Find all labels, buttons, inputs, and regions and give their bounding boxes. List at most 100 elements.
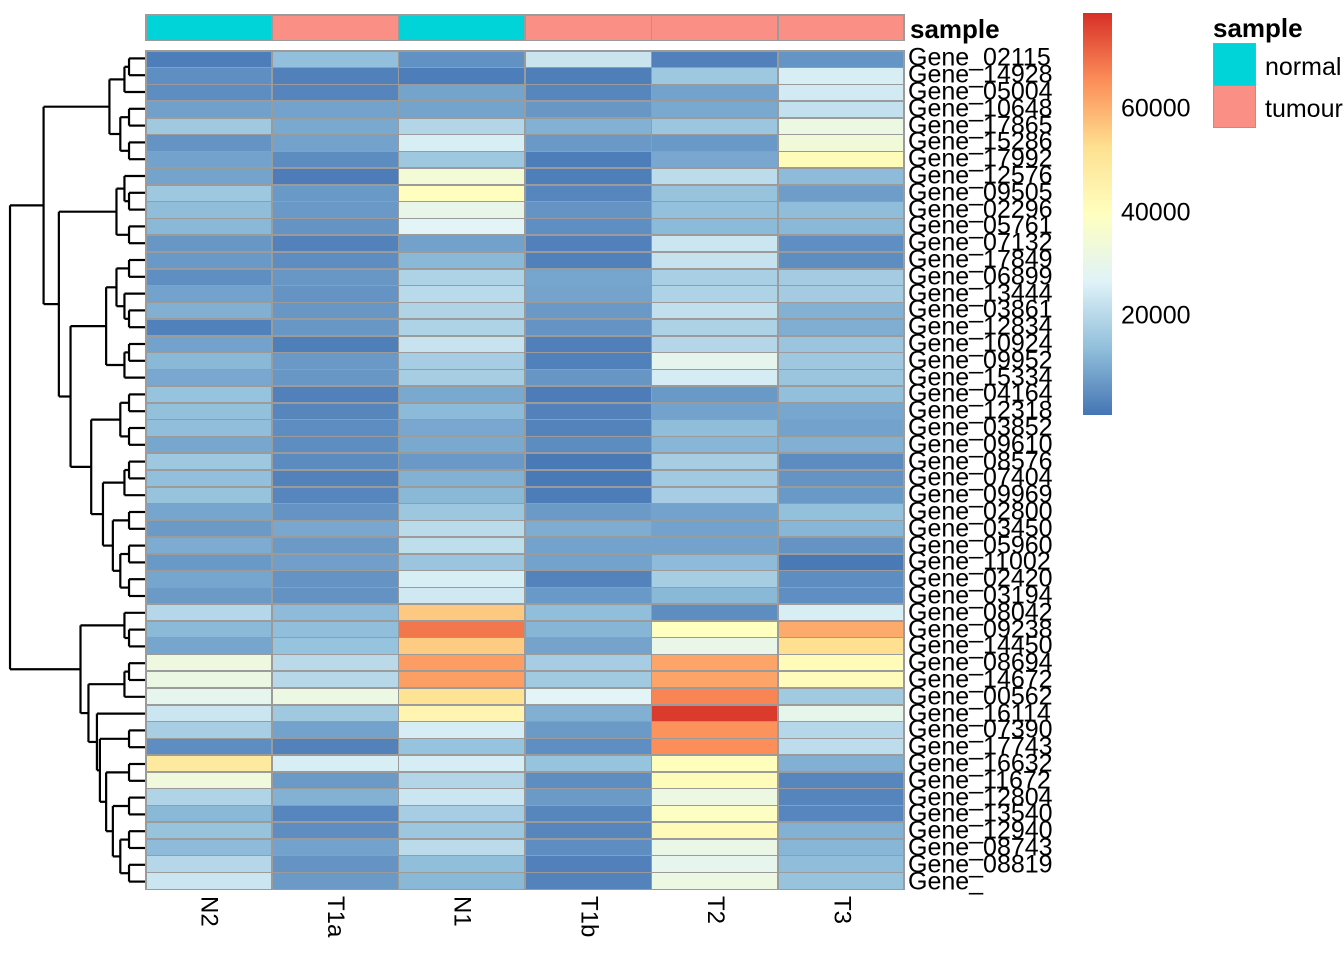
row-label: Gene_17992: [908, 144, 1053, 173]
heatmap-cell: [272, 85, 398, 101]
heatmap-cell: [525, 638, 651, 654]
annotation-cell-normal: [399, 15, 525, 40]
heatmap-cell: [399, 806, 525, 822]
heatmap-cell: [399, 269, 525, 285]
heatmap-cell: [399, 789, 525, 805]
heatmap-cell: [399, 135, 525, 151]
heatmap-cell: [146, 135, 272, 151]
row-label: Gene_03861: [908, 295, 1053, 324]
heatmap-cell: [652, 235, 778, 252]
column-label-N1: N1: [448, 896, 476, 927]
heatmap-cell: [652, 85, 778, 101]
legend-swatches: [1213, 43, 1256, 128]
column-annotation-bar: [145, 14, 905, 41]
heatmap-cell: [399, 856, 525, 872]
heatmap-cell: [146, 118, 272, 134]
heatmap-cell: [652, 101, 778, 118]
heatmap-cell: [652, 705, 778, 721]
heatmap-cell: [525, 588, 651, 604]
heatmap-cell: [652, 722, 778, 738]
heatmap-cell: [399, 588, 525, 604]
row-label: Gene_06899: [908, 262, 1053, 291]
heatmap-cell: [146, 789, 272, 805]
heatmap-cell: [272, 504, 398, 520]
heatmap-cell: [525, 168, 651, 185]
heatmap-cell: [525, 252, 651, 268]
legend-swatch-normal: [1214, 44, 1255, 85]
heatmap-cell: [652, 51, 778, 67]
legend-label-normal: normal: [1265, 53, 1342, 81]
heatmap-cell: [652, 621, 778, 637]
heatmap-cell: [399, 521, 525, 537]
row-label: Gene_15334: [908, 363, 1053, 392]
heatmap-cell: [272, 470, 398, 487]
heatmap-cell: [399, 403, 525, 419]
heatmap-cell: [146, 453, 272, 470]
heatmap-cell: [146, 219, 272, 235]
heatmap-cell: [272, 554, 398, 570]
heatmap-cell: [525, 85, 651, 101]
heatmap-cell: [399, 638, 525, 654]
heatmap-cell: [272, 537, 398, 554]
heatmap-cell: [652, 487, 778, 503]
annotation-cell-tumour: [652, 15, 778, 40]
heatmap-cell: [399, 739, 525, 755]
heatmap-cell: [272, 588, 398, 604]
heatmap-cell: [146, 521, 272, 537]
column-label-T2: T2: [702, 896, 729, 925]
row-label: Gene_05761: [908, 211, 1053, 240]
heatmap-cell: [525, 671, 651, 688]
heatmap-cell: [778, 604, 904, 621]
row-label: Gene_03450: [908, 514, 1053, 543]
heatmap-cell: [399, 839, 525, 855]
heatmap-cell: [399, 655, 525, 671]
heatmap-cell: [778, 571, 904, 587]
heatmap-cell: [778, 219, 904, 235]
heatmap-cell: [652, 370, 778, 386]
heatmap-cell: [399, 671, 525, 688]
heatmap-cell: [778, 789, 904, 805]
heatmap-cell: [399, 185, 525, 201]
heatmap-cell: [272, 655, 398, 671]
heatmap-cell: [146, 286, 272, 302]
heatmap-cell: [778, 85, 904, 101]
heatmap-cell: [652, 521, 778, 537]
heatmap-cell: [525, 822, 651, 839]
heatmap-cell: [778, 252, 904, 268]
heatmap-cell: [146, 487, 272, 503]
heatmap-cell: [778, 319, 904, 336]
heatmap-cell: [525, 873, 651, 889]
heatmap-cell: [272, 101, 398, 118]
heatmap-cell: [399, 68, 525, 84]
heatmap-cell: [146, 235, 272, 252]
heatmap-cell: [272, 185, 398, 201]
heatmap-cell: [652, 437, 778, 453]
heatmap-cell: [399, 252, 525, 268]
column-label-N2: N2: [195, 896, 223, 927]
row-label: Gene_05960: [908, 531, 1053, 560]
heatmap-cell: [652, 655, 778, 671]
row-label: Gene_02296: [908, 195, 1053, 224]
heatmap-cell: [778, 152, 904, 168]
heatmap-cell: [272, 688, 398, 705]
heatmap-cell: [399, 202, 525, 218]
heatmap-cell: [778, 655, 904, 671]
heatmap-cell: [652, 571, 778, 587]
heatmap-cell: [525, 118, 651, 134]
heatmap-cell: [272, 822, 398, 839]
heatmap-cell: [652, 152, 778, 168]
heatmap-cell: [146, 470, 272, 487]
heatmap-cell: [652, 839, 778, 855]
heatmap-cell: [525, 772, 651, 788]
heatmap-cell: [652, 353, 778, 369]
heatmap-cell: [525, 68, 651, 84]
heatmap-cell: [525, 370, 651, 386]
heatmap-cell: [146, 185, 272, 201]
heatmap-cell: [652, 118, 778, 134]
heatmap-cell: [525, 604, 651, 621]
heatmap-cell: [272, 118, 398, 134]
heatmap-cell: [399, 722, 525, 738]
heatmap-cell: [272, 856, 398, 872]
heatmap-cell: [778, 235, 904, 252]
row-label: Gene_11672: [908, 766, 1051, 795]
